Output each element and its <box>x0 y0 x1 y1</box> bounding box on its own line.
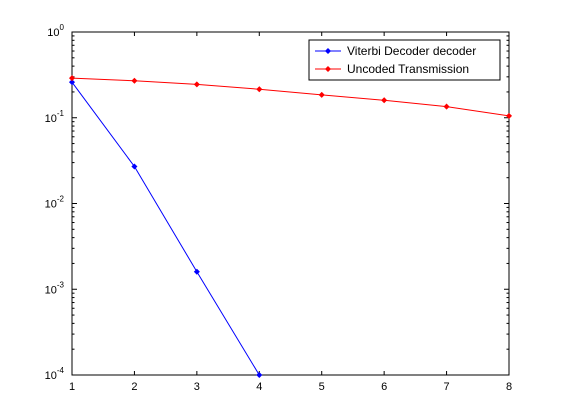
y-tick-label-exponent: -1 <box>57 109 65 118</box>
data-point <box>505 112 513 119</box>
plot-box <box>71 31 510 376</box>
series-2 <box>68 75 513 119</box>
x-tick-label: 2 <box>131 381 137 393</box>
x-tick-label: 5 <box>319 381 325 393</box>
x-tick-label: 8 <box>506 381 512 393</box>
series-layer <box>68 75 513 379</box>
legend-marker <box>324 47 332 55</box>
data-point <box>68 79 76 86</box>
y-tick-label-base: 10 <box>45 113 57 125</box>
y-tick-label: 100 <box>47 23 64 39</box>
data-point <box>256 86 263 93</box>
series-line <box>71 81 260 376</box>
y-tick-label: 10-3 <box>45 280 65 296</box>
x-tick-label: 3 <box>194 381 200 393</box>
y-tick-label-base: 10 <box>45 199 57 211</box>
y-tick-label-exponent: -4 <box>57 366 65 375</box>
x-axis: 1 2 3 4 5 6 7 8 <box>69 32 512 393</box>
legend-box <box>308 39 501 81</box>
data-point <box>381 97 388 104</box>
series-line <box>71 77 510 117</box>
data-point <box>193 81 200 88</box>
x-tick-label: 4 <box>256 381 262 393</box>
legend-marker <box>324 65 332 73</box>
y-tick-label: 10-2 <box>45 195 65 211</box>
y-tick-label-exponent: 0 <box>60 23 65 32</box>
data-point <box>443 103 450 110</box>
y-tick-label-base: 10 <box>47 27 59 39</box>
data-point <box>68 75 76 82</box>
x-tick-label: 7 <box>444 381 450 393</box>
legend-label: Viterbi Decoder decoder <box>347 44 476 58</box>
y-tick-label: 10-4 <box>45 366 65 382</box>
y-tick-label-base: 10 <box>45 284 57 296</box>
y-tick-label-base: 10 <box>45 370 57 382</box>
data-point <box>131 77 138 84</box>
y-tick-label-exponent: -2 <box>57 195 65 204</box>
data-point <box>193 268 200 275</box>
data-point <box>318 91 325 98</box>
data-point <box>256 371 263 379</box>
x-tick-label: 1 <box>69 381 75 393</box>
legend-label: Uncoded Transmission <box>347 62 469 76</box>
x-tick-label: 6 <box>381 381 387 393</box>
plot-area <box>71 31 510 376</box>
y-tick-label-exponent: -3 <box>57 280 65 289</box>
data-point <box>131 163 138 170</box>
series-1 <box>68 79 263 379</box>
legend: Viterbi Decoder decoder Uncoded Transmiss… <box>308 39 501 81</box>
y-tick-label: 10-1 <box>45 109 65 125</box>
